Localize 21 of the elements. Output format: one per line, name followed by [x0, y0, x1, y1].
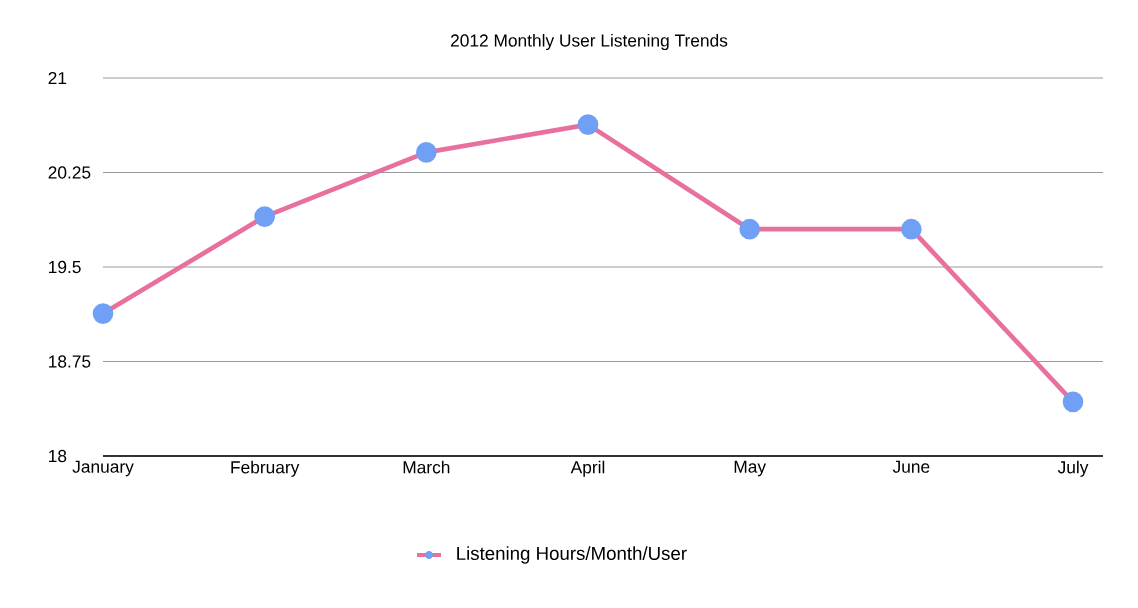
x-tick-label: March [403, 460, 450, 474]
x-tick-label: February [231, 460, 300, 477]
point [739, 218, 761, 240]
point [1062, 391, 1084, 413]
x-tick-label: June [892, 460, 930, 473]
legend-label: Listening Hours/Month/User [457, 546, 687, 564]
y-tick-label: 19.5 [49, 260, 81, 274]
x-tick-label: January [72, 460, 134, 477]
chart-title: 2012 Monthly User Listening Trends [450, 33, 728, 51]
point [92, 303, 114, 324]
y-tick-label: 18 [49, 449, 67, 463]
x-tick-label: May [734, 460, 767, 477]
x-tick-label: April [570, 460, 605, 477]
point [254, 206, 276, 227]
y-tick-label: 21 [48, 71, 67, 85]
point [901, 218, 922, 240]
y-tick-label: 20.25 [48, 166, 91, 179]
y-tick-label: 18.75 [49, 355, 91, 368]
point [416, 142, 437, 163]
point [577, 114, 599, 135]
x-tick-label: July [1057, 460, 1089, 477]
